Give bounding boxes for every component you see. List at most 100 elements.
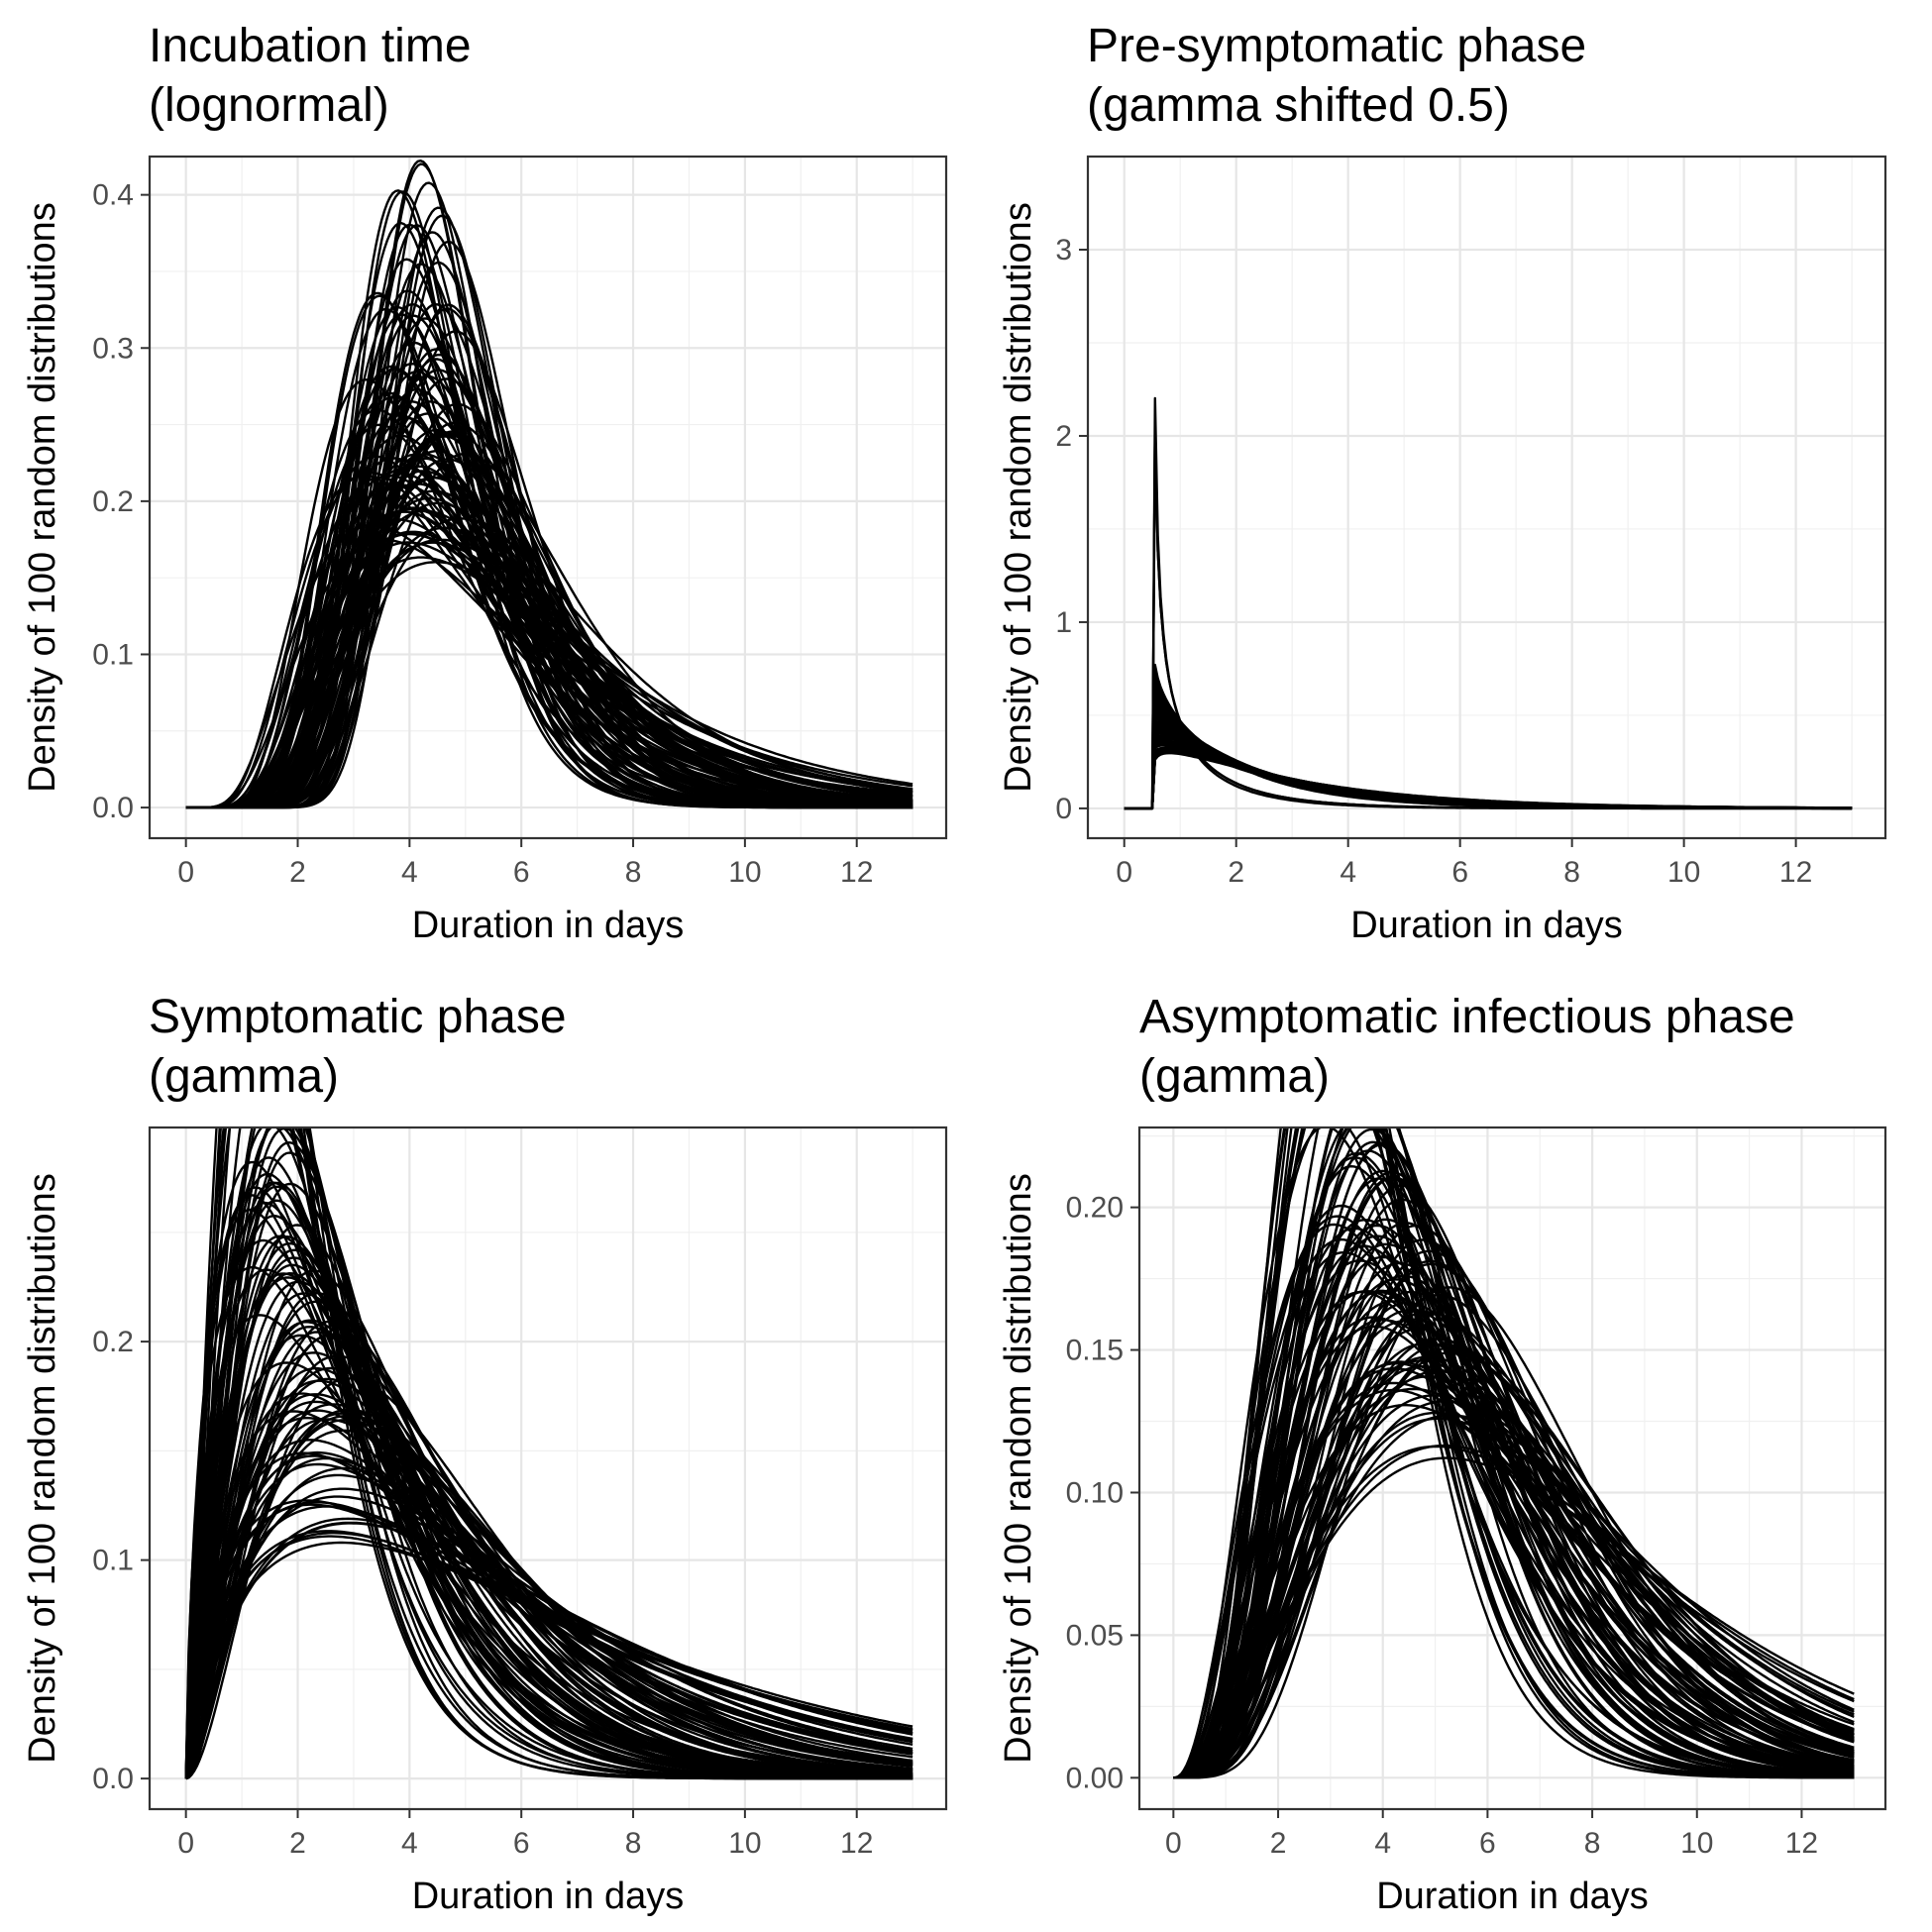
y-tick-label: 0.15	[1066, 1335, 1124, 1367]
y-tick-label: 0.0	[92, 1763, 134, 1795]
plot-border	[148, 1126, 948, 1811]
chart-title: Incubation time	[149, 20, 472, 72]
chart-panel-4: 0 2 4 6 8 10 12 0.00 0.05 0.10 0.15 0.20 Duration in…	[998, 991, 1887, 1917]
y-tick-label: 0.0	[92, 792, 134, 824]
density-curve-96	[1173, 1127, 1855, 1779]
x-axis-label: Duration in days	[1376, 1876, 1649, 1917]
y-tick-label: 0.1	[92, 1545, 134, 1577]
density-curve-80	[184, 1331, 913, 1779]
density-curve-92	[185, 501, 913, 809]
chart-subtitle: (gamma)	[149, 1050, 339, 1103]
chart-title: Symptomatic phase	[149, 991, 567, 1043]
chart-panel-1: 0 2 4 6 8 10 12 0.0 0.1 0.2 0.3 0.4 Duration in days…	[22, 20, 948, 946]
density-curve-84	[184, 1256, 913, 1779]
density-curve-95	[185, 317, 913, 809]
density-curves	[1124, 396, 1853, 810]
x-tick-label: 10	[1667, 856, 1700, 889]
density-curve-89	[184, 1499, 913, 1779]
y-tick-label: 0.20	[1066, 1192, 1124, 1225]
density-curve-50	[1173, 1293, 1855, 1779]
density-curve-86	[184, 1361, 913, 1779]
x-axis-label: Duration in days	[412, 1876, 685, 1917]
chart-subtitle: (gamma shifted 0.5)	[1087, 79, 1510, 132]
density-curve-100	[1124, 707, 1853, 810]
x-tick-label: 4	[1340, 856, 1356, 889]
chart-panel-3: 0 2 4 6 8 10 12 0.0 0.1 0.2 Duration in days Densit…	[22, 991, 948, 1917]
x-tick-label: 12	[1779, 856, 1812, 889]
x-tick-label: 2	[1270, 1827, 1287, 1860]
x-axis-label: Duration in days	[412, 905, 685, 946]
plot-border	[1137, 1126, 1887, 1811]
x-tick-label: 0	[1116, 856, 1132, 889]
x-tick-label: 8	[625, 856, 642, 889]
density-curve-82	[185, 507, 913, 809]
x-tick-label: 8	[1563, 856, 1580, 889]
y-tick-label: 0.2	[92, 485, 134, 518]
density-curve-88	[184, 1503, 913, 1779]
density-curve-88	[1173, 1400, 1855, 1779]
density-curve-100	[185, 453, 913, 809]
density-curve-92	[1173, 1360, 1855, 1779]
density-curve-100	[1173, 1289, 1855, 1779]
density-curve-74	[184, 1334, 913, 1779]
y-axis-label: Density of 100 random distributions	[998, 1173, 1039, 1764]
y-tick-label: 0	[1055, 793, 1072, 825]
x-tick-label: 0	[177, 856, 194, 889]
plot-border	[1086, 155, 1887, 840]
chart-title: Pre-symptomatic phase	[1087, 20, 1586, 72]
density-curve-99	[185, 395, 913, 809]
y-axis-label: Density of 100 random distributions	[998, 202, 1039, 793]
density-curves	[184, 1127, 913, 1780]
x-tick-label: 12	[1785, 1827, 1818, 1860]
y-tick-label: 2	[1055, 420, 1072, 453]
density-curve-91	[1173, 1127, 1855, 1779]
x-tick-label: 10	[728, 856, 761, 889]
density-curves	[1173, 1127, 1855, 1779]
y-tick-label: 0.05	[1066, 1619, 1124, 1652]
density-curve-76	[1173, 1223, 1855, 1779]
y-tick-label: 0.4	[92, 179, 134, 212]
x-tick-label: 4	[1374, 1827, 1391, 1860]
density-curve-70	[1173, 1176, 1855, 1779]
plot-background	[1088, 157, 1885, 838]
x-tick-label: 12	[840, 1827, 873, 1860]
density-curve-66	[184, 1400, 913, 1779]
chart-subtitle: (gamma)	[1139, 1050, 1330, 1103]
density-curve-83	[184, 1466, 913, 1779]
density-curve-99	[184, 1517, 913, 1779]
x-tick-label: 12	[840, 856, 873, 889]
x-tick-label: 2	[1228, 856, 1244, 889]
x-tick-label: 0	[177, 1827, 194, 1860]
y-tick-label: 1	[1055, 606, 1072, 639]
y-tick-label: 3	[1055, 234, 1072, 267]
density-curve-100	[184, 1127, 913, 1780]
x-tick-label: 6	[1451, 856, 1468, 889]
density-curve-94	[184, 1272, 913, 1779]
density-curve-64	[185, 452, 913, 809]
density-curve-98	[1173, 1127, 1855, 1779]
y-tick-label: 0.1	[92, 638, 134, 671]
density-curve-77	[1173, 1237, 1855, 1779]
x-tick-label: 4	[401, 1827, 418, 1860]
density-curve-87	[1173, 1274, 1855, 1779]
y-tick-label: 0.10	[1066, 1476, 1124, 1509]
x-tick-label: 2	[289, 856, 306, 889]
x-tick-label: 6	[513, 856, 530, 889]
density-curve-93	[1173, 1290, 1855, 1779]
y-tick-label: 0.00	[1066, 1762, 1124, 1794]
density-curve-96	[184, 1321, 913, 1779]
x-tick-label: 10	[1680, 1827, 1713, 1860]
density-curve-90	[1173, 1242, 1855, 1779]
density-curves	[185, 160, 913, 809]
y-axis-label: Density of 100 random distributions	[22, 202, 63, 793]
density-curve-84	[1173, 1224, 1855, 1779]
x-tick-label: 6	[513, 1827, 530, 1860]
density-curve-95	[184, 1377, 913, 1779]
density-curve-93	[184, 1292, 913, 1779]
plot-border	[148, 155, 948, 840]
density-curve-94	[1173, 1444, 1855, 1779]
density-curve-34	[184, 1505, 913, 1779]
y-tick-label: 0.3	[92, 332, 134, 365]
